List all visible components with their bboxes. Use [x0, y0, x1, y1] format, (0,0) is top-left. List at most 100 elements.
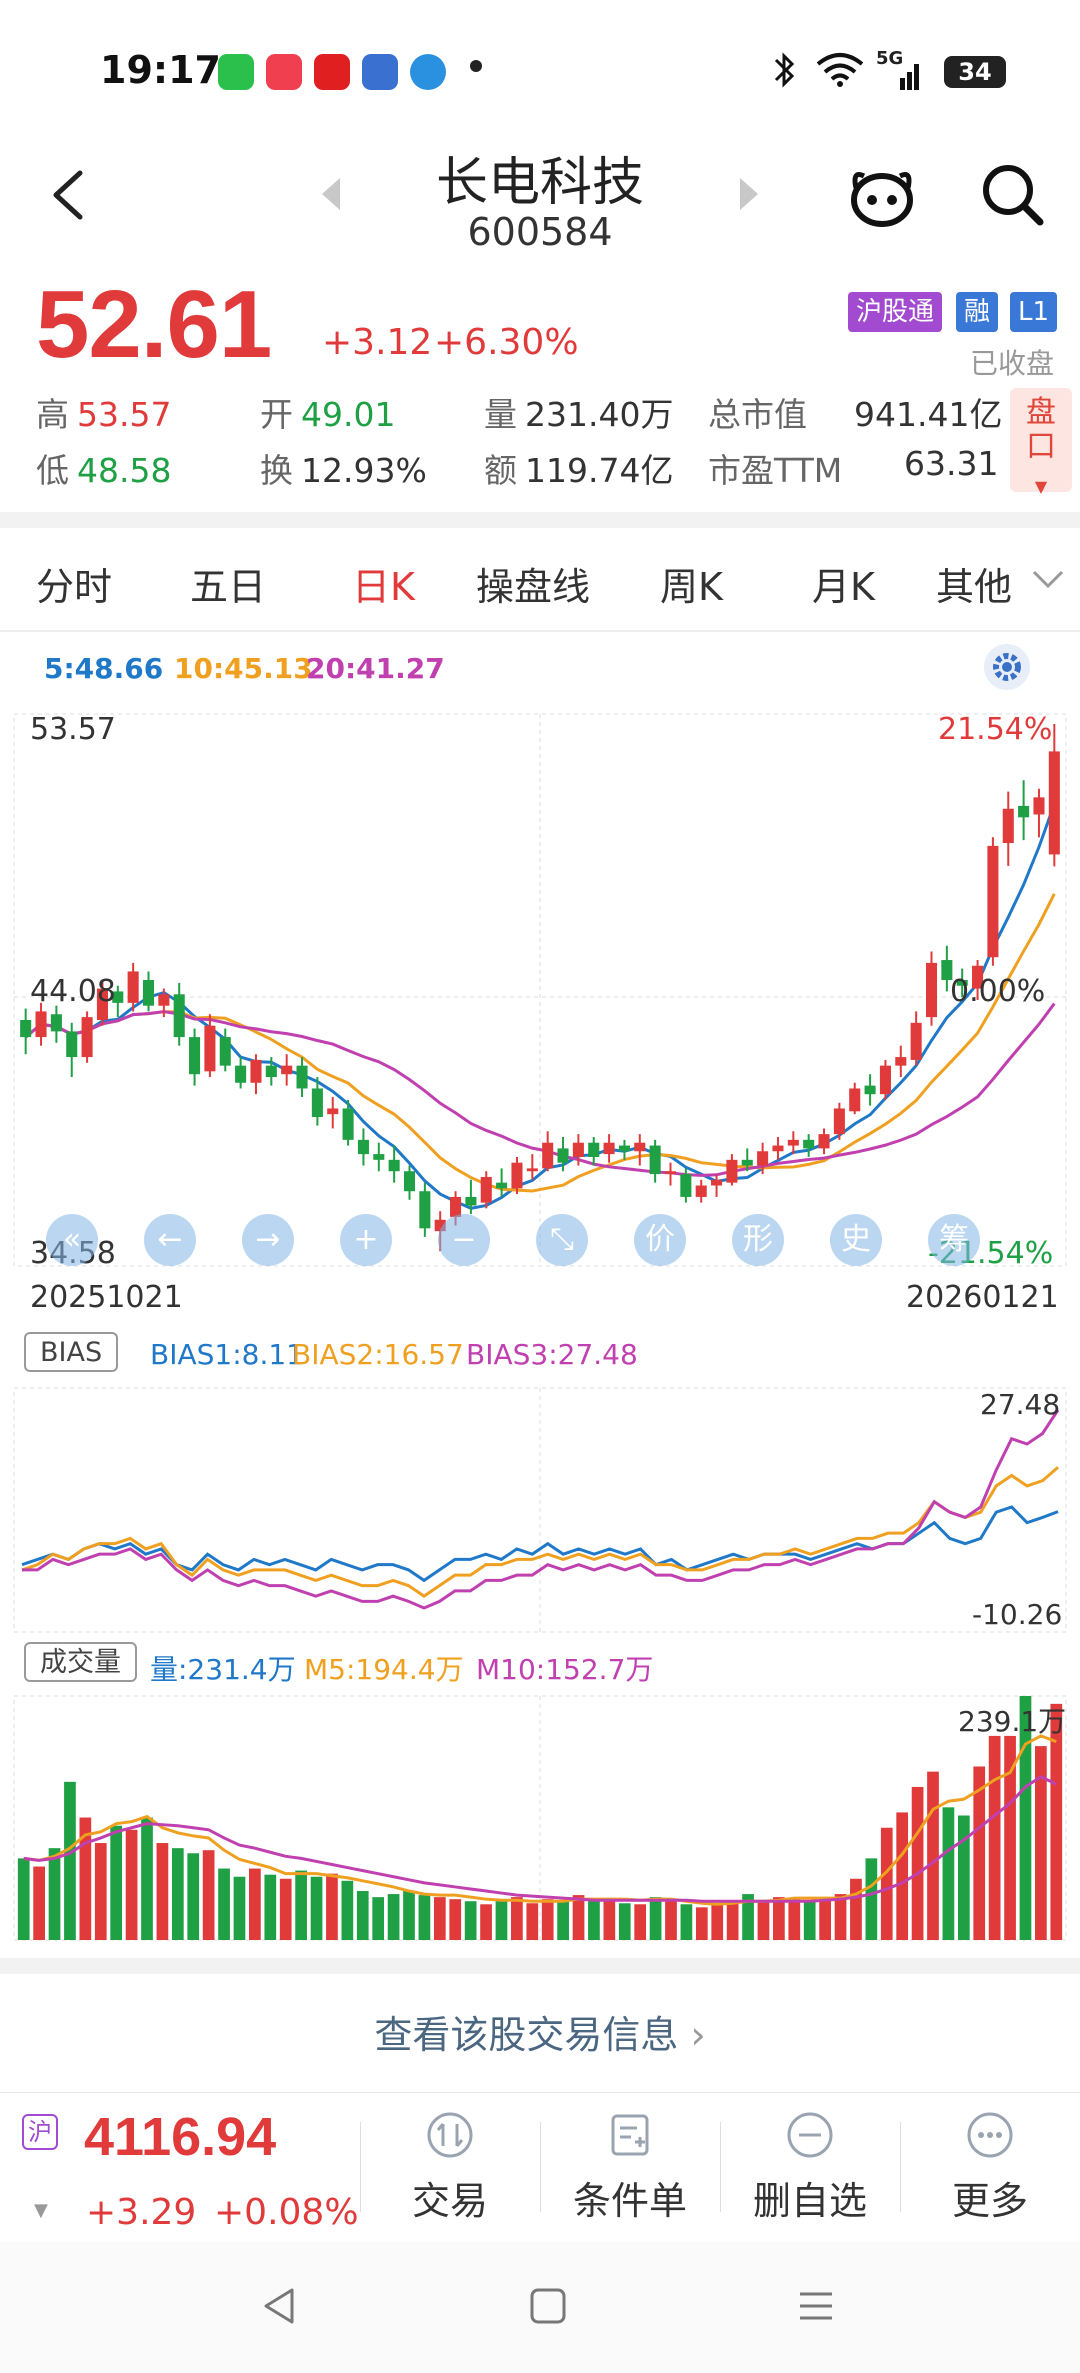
- chevron-down-icon[interactable]: [1028, 564, 1068, 594]
- nav-back-icon[interactable]: [258, 2284, 302, 2328]
- candle-body: [741, 1159, 753, 1166]
- badge-margin[interactable]: 融: [956, 292, 999, 332]
- candle-body: [50, 1014, 62, 1032]
- chart-tool-fullscreen-button[interactable]: ⤡: [536, 1214, 588, 1266]
- candle-body: [557, 1148, 569, 1163]
- kline-chart[interactable]: [0, 700, 1080, 1310]
- tab-1[interactable]: 五日: [190, 565, 267, 609]
- candle-body: [818, 1134, 830, 1149]
- date-start: 20251021: [30, 1280, 183, 1315]
- tab-6[interactable]: 其他: [936, 565, 1013, 609]
- index-tag[interactable]: 沪: [22, 2114, 58, 2150]
- trade-info-link[interactable]: 查看该股交易信息 ›: [0, 2004, 1080, 2059]
- trade-button[interactable]: 交易: [370, 2110, 530, 2225]
- candle-body: [219, 1037, 231, 1066]
- candle-body: [81, 1017, 93, 1058]
- stock-name: 长电科技: [435, 153, 644, 213]
- pct-axis-top: 21.54%: [938, 712, 1053, 747]
- candle-body: [1033, 797, 1045, 815]
- divider: [900, 2122, 901, 2212]
- search-icon[interactable]: [978, 160, 1048, 230]
- chart-settings-button[interactable]: [984, 644, 1030, 690]
- caret-down-icon[interactable]: ▼: [34, 2200, 48, 2221]
- price-axis-top: 53.57: [30, 712, 116, 747]
- volume-bar: [896, 1812, 909, 1940]
- volume-bar: [480, 1904, 492, 1940]
- volume-bar: [588, 1899, 600, 1940]
- bias3-line: [22, 1409, 1060, 1610]
- next-stock-icon[interactable]: [740, 178, 758, 210]
- volume-bar: [788, 1899, 801, 1940]
- video-app-icon: [266, 54, 302, 90]
- chart-tool-pattern-button[interactable]: 形: [732, 1214, 784, 1266]
- volume-bar: [233, 1876, 246, 1940]
- volume-bar: [387, 1894, 400, 1940]
- volume-bar: [618, 1903, 631, 1940]
- chart-tool-history-button[interactable]: 史: [830, 1214, 882, 1266]
- candle-body: [588, 1142, 600, 1157]
- bias-indicator-selector[interactable]: BIAS: [24, 1332, 119, 1372]
- nav-menu-icon[interactable]: [794, 2284, 838, 2328]
- tab-0[interactable]: 分时: [36, 565, 113, 609]
- stat-high: 高 53.57: [36, 395, 172, 434]
- ma10-legend: 10:45.13: [174, 652, 313, 685]
- trade-icon: [427, 2112, 473, 2158]
- volume-chart[interactable]: [0, 1692, 1080, 1942]
- chart-tool-zoom-out-button[interactable]: −: [438, 1214, 490, 1266]
- tab-5[interactable]: 月K: [812, 565, 875, 609]
- volume-bar: [141, 1817, 153, 1940]
- volume-bar: [988, 1735, 1001, 1940]
- network-type: 5G: [876, 48, 904, 69]
- chart-tool-price-button[interactable]: 价: [634, 1214, 686, 1266]
- volume-bar: [1035, 1746, 1047, 1940]
- wifi-icon: [816, 53, 864, 87]
- volume-bar: [356, 1891, 369, 1940]
- candle-body: [879, 1065, 891, 1095]
- more-button[interactable]: 更多: [910, 2110, 1070, 2225]
- tab-4[interactable]: 周K: [660, 565, 723, 609]
- prev-stock-icon[interactable]: [322, 178, 340, 210]
- stat-low: 低 48.58: [36, 451, 172, 490]
- volume-bar: [526, 1903, 539, 1940]
- candle-body: [910, 1022, 922, 1060]
- candle-body: [35, 1011, 47, 1038]
- bias2-legend: BIAS2:16.57: [292, 1338, 464, 1371]
- pankou-button[interactable]: 盘口 ▼: [1010, 388, 1072, 496]
- conditional-order-button[interactable]: 条件单: [550, 2110, 710, 2225]
- nav-home-icon[interactable]: [526, 2284, 570, 2328]
- bias-chart[interactable]: [0, 1384, 1080, 1638]
- trade-label: 交易: [411, 2179, 488, 2223]
- candle-body: [403, 1171, 416, 1192]
- volume-bar: [372, 1897, 385, 1940]
- mascot-icon[interactable]: [846, 160, 918, 232]
- volume-bar: [17, 1858, 30, 1940]
- tab-3[interactable]: 操盘线: [476, 565, 591, 609]
- badge-level1[interactable]: L1: [1010, 292, 1058, 332]
- volume-bar: [464, 1901, 477, 1940]
- chart-tool-rewind-button[interactable]: «: [46, 1214, 98, 1266]
- index-change: +3.29: [86, 2192, 197, 2233]
- volume-bar: [757, 1901, 770, 1940]
- badge-hk-connect[interactable]: 沪股通: [848, 292, 943, 332]
- volume-bar: [187, 1853, 200, 1940]
- candle-body: [450, 1196, 462, 1217]
- remove-watchlist-button[interactable]: 删自选: [730, 2110, 890, 2225]
- stat-mktcap: 总市值: [708, 395, 807, 434]
- chart-tool-zoom-in-button[interactable]: +: [340, 1214, 392, 1266]
- candle-body: [634, 1142, 646, 1152]
- chart-tool-pan-right-button[interactable]: →: [242, 1214, 294, 1266]
- volume-indicator-selector[interactable]: 成交量: [24, 1642, 137, 1682]
- back-arrow-icon[interactable]: [40, 165, 100, 225]
- tab-2[interactable]: 日K: [352, 565, 415, 609]
- pankou-label: 盘口: [1026, 395, 1056, 464]
- divider: [540, 2122, 541, 2212]
- index-value[interactable]: 4116.94: [84, 2107, 277, 2167]
- volume-bar: [403, 1891, 415, 1940]
- candle-body: [388, 1159, 400, 1172]
- signal-icon: [900, 64, 919, 90]
- candle-body: [849, 1088, 861, 1112]
- candle-body: [772, 1145, 784, 1152]
- chart-tool-chips-button[interactable]: 筹: [928, 1214, 980, 1266]
- candle-body: [419, 1191, 431, 1229]
- chart-tool-pan-left-button[interactable]: ←: [144, 1214, 196, 1266]
